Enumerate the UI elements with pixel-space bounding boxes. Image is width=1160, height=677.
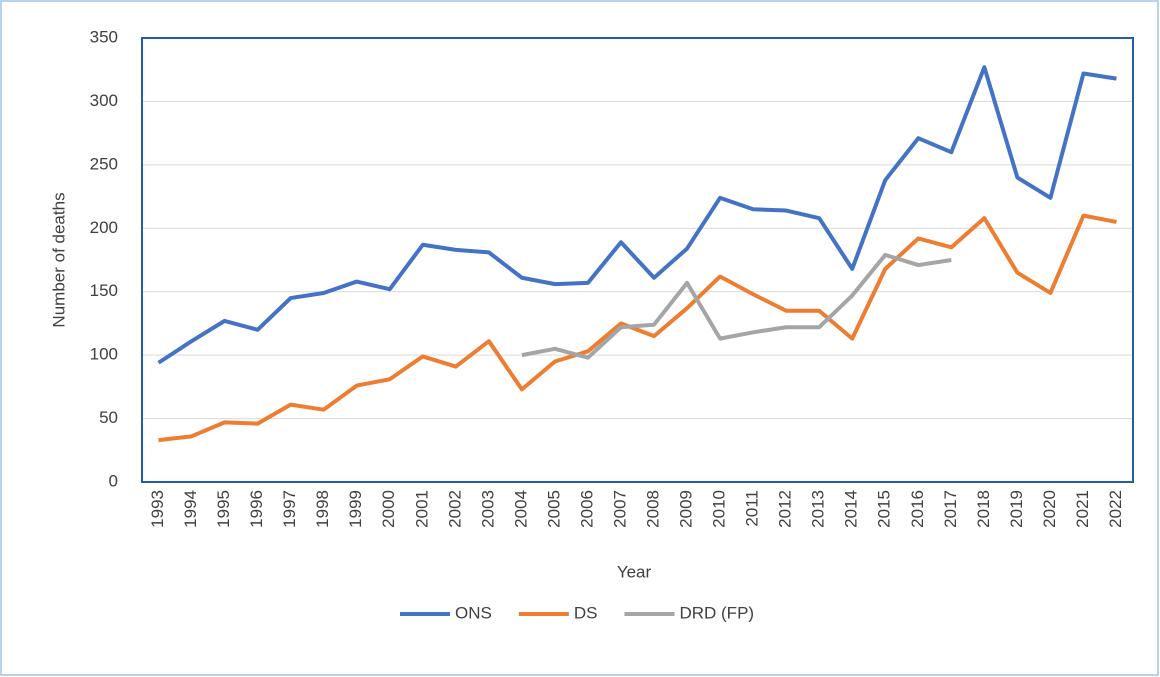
- y-tick-label: 50: [99, 408, 118, 427]
- x-tick-label: 2021: [1073, 490, 1092, 528]
- x-tick-label: 2004: [511, 490, 530, 528]
- x-tick-label: 2008: [644, 490, 663, 528]
- x-tick-label: 2002: [445, 490, 464, 528]
- x-tick-label: 1995: [214, 490, 233, 528]
- x-tick-label: 2011: [743, 490, 762, 527]
- x-tick-label: 2009: [677, 490, 696, 528]
- legend-label: DS: [574, 603, 598, 622]
- x-tick-label: 2003: [478, 490, 497, 528]
- legend-label: DRD (FP): [679, 603, 754, 622]
- plot-border: [141, 37, 1134, 483]
- x-tick-label: 2005: [544, 490, 563, 528]
- x-tick-label: 2012: [776, 490, 795, 528]
- legend-label: ONS: [455, 603, 492, 622]
- x-tick-label: 2018: [974, 490, 993, 528]
- x-tick-label: 1998: [313, 490, 332, 528]
- series-line: [157, 65, 1117, 365]
- series-line: [158, 213, 1117, 443]
- x-tick-label: 1997: [280, 490, 299, 528]
- x-tick-label: 2016: [908, 490, 927, 528]
- x-tick-label: 1999: [346, 490, 365, 528]
- y-tick-label: 200: [90, 218, 118, 237]
- x-tick-label: 1996: [247, 490, 266, 528]
- x-tick-label: 2007: [610, 490, 629, 528]
- y-tick-label: 0: [109, 471, 118, 490]
- x-tick-label: 2010: [710, 490, 729, 528]
- x-tick-label: 1993: [148, 490, 167, 528]
- x-tick-label: 2006: [577, 490, 596, 528]
- x-tick-label: 2013: [809, 490, 828, 528]
- y-axis-label: Number of deaths: [49, 192, 68, 327]
- x-tick-label: 2022: [1106, 490, 1125, 528]
- x-tick-label: 2000: [379, 490, 398, 528]
- y-tick-label: 350: [90, 27, 118, 46]
- x-tick-label: 2015: [875, 490, 894, 528]
- x-axis-label: Year: [617, 562, 652, 581]
- x-tick-label: 2020: [1040, 490, 1059, 528]
- x-tick-label: 2019: [1007, 490, 1026, 528]
- y-tick-label: 300: [90, 91, 118, 110]
- y-tick-label: 100: [90, 345, 118, 364]
- series-line: [521, 252, 952, 360]
- y-tick-label: 250: [90, 154, 118, 173]
- x-tick-label: 2017: [941, 490, 960, 528]
- x-tick-label: 1994: [181, 490, 200, 528]
- x-tick-label: 2014: [842, 490, 861, 528]
- y-tick-label: 150: [90, 281, 118, 300]
- x-tick-label: 2001: [412, 490, 431, 528]
